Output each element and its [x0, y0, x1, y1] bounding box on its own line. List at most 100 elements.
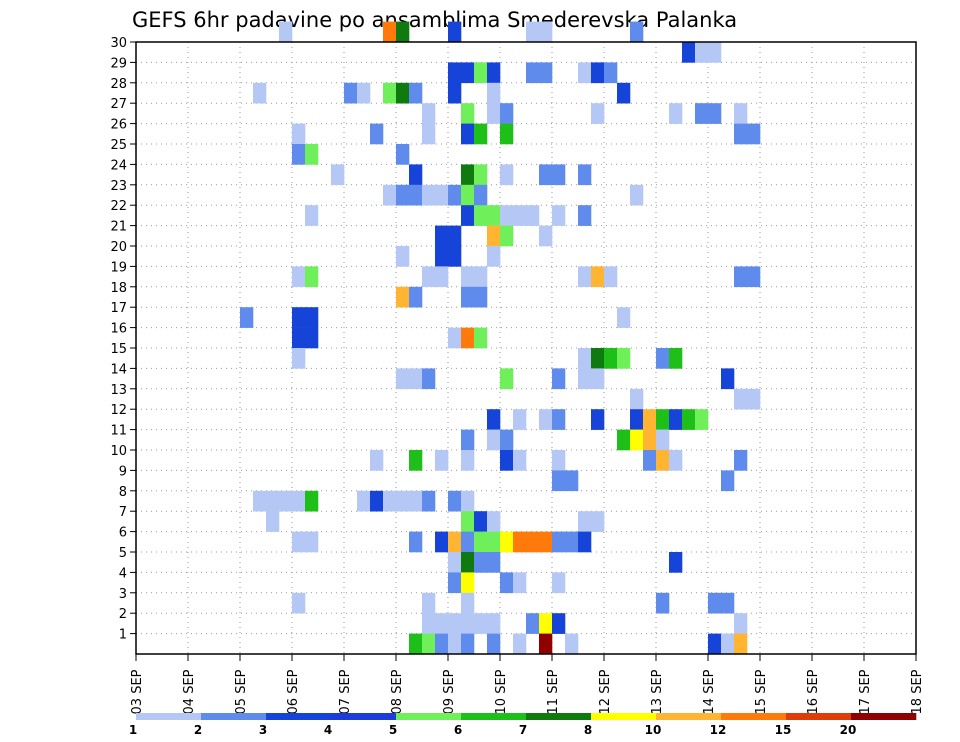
- precip-cell: [422, 633, 436, 655]
- precip-cell: [448, 246, 462, 267]
- precip-cell: [539, 164, 553, 186]
- precip-cell: [643, 450, 657, 471]
- precip-cell: [448, 82, 462, 104]
- legend-swatch: [331, 713, 397, 720]
- y-tick-label: 26: [110, 118, 127, 133]
- y-tick-label: 20: [110, 240, 127, 255]
- precip-cell: [500, 205, 514, 226]
- precip-cell: [461, 103, 475, 124]
- precip-cell: [526, 531, 540, 553]
- precip-cell: [708, 42, 722, 63]
- x-tick-label: 15 SEP: [754, 669, 769, 714]
- precip-cell: [591, 266, 605, 288]
- y-tick-label: 18: [110, 281, 127, 296]
- precip-cell: [266, 511, 280, 532]
- precip-cell: [734, 266, 748, 288]
- precip-cell: [305, 144, 319, 165]
- precip-cell: [461, 572, 475, 594]
- precip-cell: [305, 205, 319, 226]
- precip-cell: [448, 62, 462, 84]
- precip-cell: [435, 613, 449, 634]
- precip-cell: [305, 327, 319, 349]
- legend-label: 6: [454, 723, 462, 737]
- y-tick-label: 25: [110, 138, 127, 153]
- precip-cell: [487, 103, 501, 124]
- precip-cell: [487, 225, 501, 247]
- precip-cell: [461, 123, 475, 145]
- precip-cell: [552, 450, 566, 471]
- precip-cell: [643, 409, 657, 430]
- precip-cell: [396, 82, 410, 104]
- legend-label: 15: [775, 723, 792, 737]
- precip-cell: [292, 531, 306, 553]
- legend-swatch: [851, 713, 917, 720]
- precip-cell: [708, 592, 722, 614]
- precip-cell: [539, 21, 553, 43]
- x-tick-label: 13 SEP: [650, 669, 665, 714]
- x-tick-label: 18 SEP: [910, 669, 925, 714]
- precip-cell: [578, 531, 592, 553]
- precip-cell: [500, 450, 514, 471]
- precip-cell: [292, 592, 306, 614]
- precip-cell: [487, 552, 501, 573]
- precip-cell: [682, 42, 696, 63]
- precip-cell: [734, 633, 748, 655]
- precip-cell: [630, 184, 644, 206]
- y-tick-label: 12: [110, 403, 127, 418]
- precip-cell: [305, 266, 319, 288]
- chart-title: GEFS 6hr padavine po ansamblima Smederev…: [132, 8, 737, 32]
- precip-cell: [682, 409, 696, 430]
- precip-cell: [669, 348, 683, 369]
- precip-cell: [435, 246, 449, 267]
- precip-cell: [578, 164, 592, 186]
- x-tick-label: 04 SEP: [182, 669, 197, 714]
- precip-cell: [734, 450, 748, 471]
- precip-cell: [448, 633, 462, 655]
- legend-swatch: [656, 713, 722, 720]
- precip-cell: [422, 266, 436, 288]
- precip-cell: [461, 633, 475, 655]
- y-tick-label: 28: [110, 77, 127, 92]
- precip-cell: [526, 21, 540, 43]
- precip-cell: [370, 450, 384, 471]
- y-tick-label: 2: [119, 607, 127, 622]
- precip-cell: [526, 613, 540, 634]
- x-tick-label: 11 SEP: [546, 669, 561, 714]
- precip-cell: [435, 633, 449, 655]
- precip-cell: [435, 184, 449, 206]
- precip-cell: [409, 368, 423, 390]
- precip-cell: [539, 62, 553, 84]
- precip-cell: [747, 388, 761, 410]
- precip-cell: [448, 490, 462, 512]
- precip-cell: [448, 531, 462, 553]
- y-tick-label: 30: [110, 36, 127, 51]
- precip-cell: [552, 205, 566, 226]
- y-axis-ticks: 1234567891011121314151617181920212223242…: [110, 36, 136, 643]
- precip-cell: [552, 409, 566, 430]
- precip-cell: [630, 21, 644, 43]
- precip-cell: [500, 531, 514, 553]
- precip-cell: [487, 531, 501, 553]
- legend-swatch: [201, 713, 267, 720]
- precip-cell: [461, 552, 475, 573]
- precip-cell: [617, 307, 631, 328]
- precip-cell: [396, 184, 410, 206]
- legend-label: 1: [129, 723, 137, 737]
- precip-cell: [461, 429, 475, 451]
- precip-cell: [500, 368, 514, 390]
- precip-cell: [565, 531, 579, 553]
- precip-cell: [461, 613, 475, 634]
- precipitation-cells: [240, 21, 761, 655]
- x-tick-label: 07 SEP: [338, 669, 353, 714]
- precip-cell: [461, 450, 475, 471]
- x-tick-label: 17 SEP: [858, 669, 873, 714]
- precip-cell: [513, 531, 527, 553]
- legend-label: 4: [324, 723, 332, 737]
- precip-cell: [422, 184, 436, 206]
- precip-cell: [357, 490, 371, 512]
- precip-cell: [747, 266, 761, 288]
- precip-cell: [422, 123, 436, 145]
- y-tick-label: 17: [110, 301, 127, 316]
- precip-cell: [487, 205, 501, 226]
